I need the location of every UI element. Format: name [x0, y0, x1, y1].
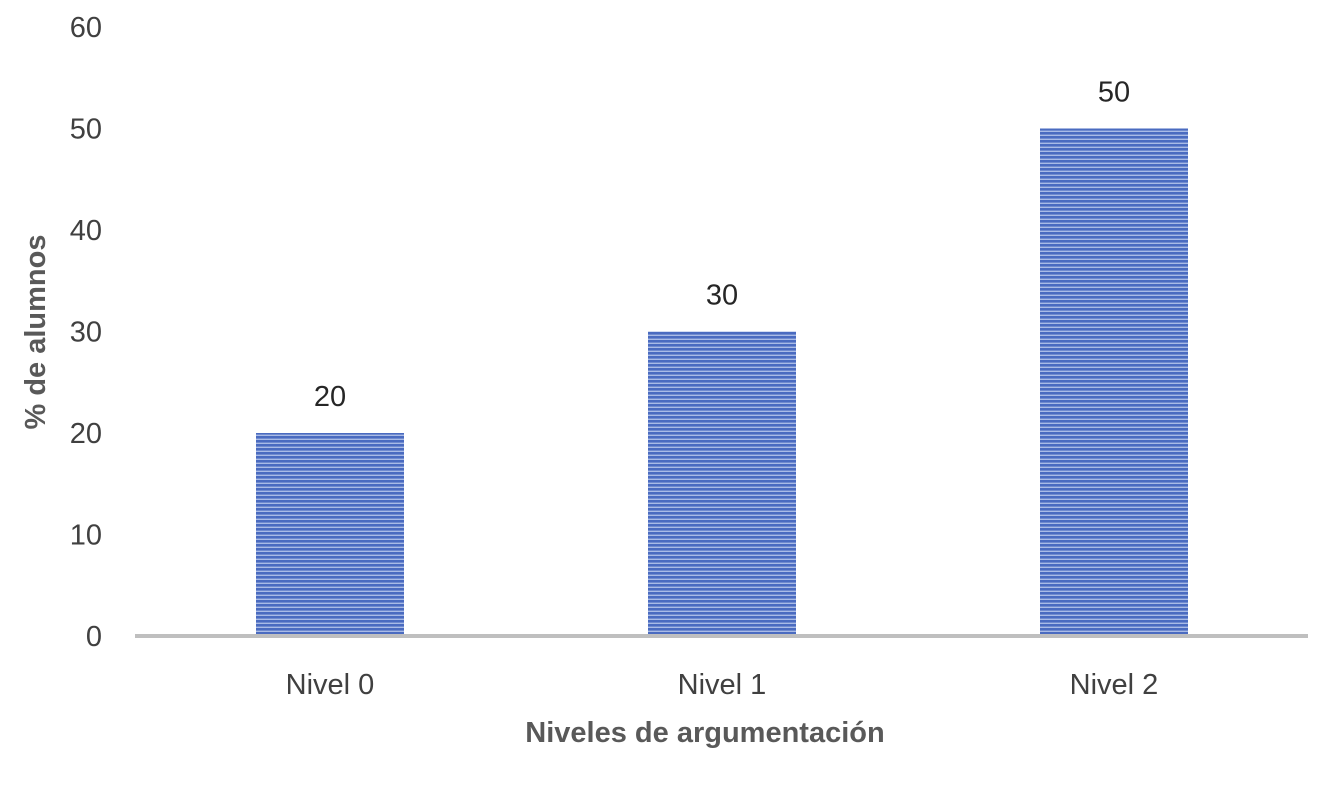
data-labels: 20 30 50: [314, 77, 1130, 414]
y-tick-label: 30: [70, 317, 102, 349]
y-tick-label: 20: [70, 418, 102, 450]
y-axis-ticks: 0 10 20 30 40 50 60: [70, 12, 102, 653]
y-tick-label: 50: [70, 114, 102, 146]
bars: [256, 128, 1188, 636]
y-tick-label: 60: [70, 12, 102, 44]
y-tick-label: 0: [86, 621, 102, 653]
x-category-label: Nivel 0: [286, 669, 375, 701]
bar: [1040, 128, 1188, 636]
x-axis-categories: Nivel 0 Nivel 1 Nivel 2: [286, 669, 1159, 701]
x-category-label: Nivel 2: [1070, 669, 1159, 701]
data-label: 30: [706, 280, 738, 312]
y-tick-label: 40: [70, 215, 102, 247]
bar: [256, 433, 404, 636]
data-label: 20: [314, 381, 346, 413]
y-axis-title: % de alumnos: [20, 235, 52, 430]
data-label: 50: [1098, 77, 1130, 109]
x-category-label: Nivel 1: [678, 669, 767, 701]
x-axis-title: Niveles de argumentación: [525, 717, 884, 749]
y-tick-label: 10: [70, 520, 102, 552]
bar: [648, 331, 796, 636]
